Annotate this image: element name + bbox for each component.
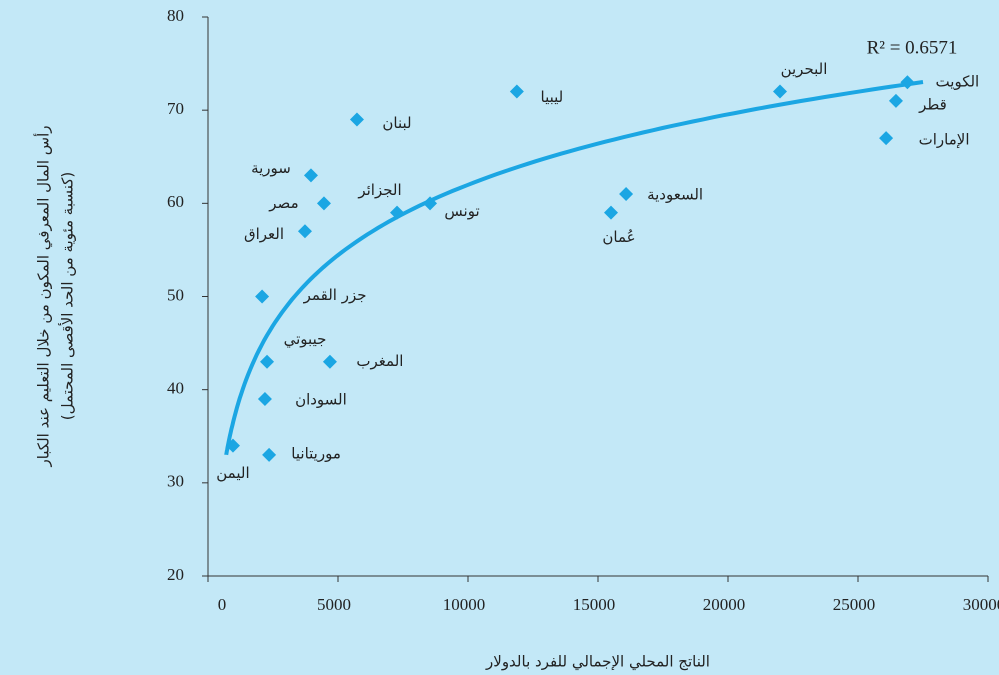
- x-tick-label: 25000: [833, 595, 876, 614]
- point-label: موريتانيا: [291, 444, 341, 462]
- point-label: المغرب: [356, 352, 403, 370]
- y-tick-label: 40: [167, 379, 184, 398]
- x-tick-label: 5000: [317, 595, 351, 614]
- point: [257, 391, 272, 406]
- point: [322, 354, 337, 369]
- point: [604, 205, 618, 220]
- point-label: مصر: [268, 194, 298, 212]
- y-tick-label: 80: [167, 6, 184, 25]
- y-tick-label: 60: [167, 192, 184, 211]
- point-label: السودان: [295, 390, 347, 408]
- x-tick-label: 10000: [443, 595, 486, 614]
- point-label: جيبوتي: [284, 330, 327, 349]
- x-axis-label: الناتج المحلي الإجمالي للفرد بالدولار: [485, 653, 710, 672]
- point-label: الإمارات: [919, 131, 970, 149]
- point: [619, 187, 634, 202]
- point: [879, 131, 894, 146]
- y-tick-label: 20: [167, 565, 184, 584]
- point-label: عُمان: [602, 228, 635, 246]
- x-tick-label: 0: [218, 595, 227, 614]
- point-label: اليمن: [216, 464, 249, 482]
- point: [262, 447, 277, 462]
- point: [297, 224, 312, 239]
- y-tick-label: 50: [167, 285, 184, 304]
- x-tick-label: 20000: [703, 595, 746, 614]
- y-tick-label: 70: [167, 99, 184, 118]
- point-label: البحرين: [781, 60, 828, 78]
- point-label: ليبيا: [541, 88, 564, 106]
- point: [349, 112, 364, 127]
- point: [390, 205, 405, 220]
- x-tick-label: 30000: [963, 595, 999, 614]
- point: [225, 438, 240, 453]
- y-axis-label: (كنسبة مئوية من الحد الأقصى المحتمل): [58, 172, 77, 421]
- point-label: سورية: [251, 159, 291, 177]
- y-axis-label: رأس المال المعرفي المكون من خلال التعليم…: [34, 125, 54, 467]
- point-label: العراق: [244, 225, 284, 243]
- x-tick-label: 15000: [573, 595, 616, 614]
- point: [255, 289, 270, 304]
- point: [773, 84, 787, 99]
- point: [303, 168, 318, 183]
- point: [888, 93, 903, 108]
- point: [260, 354, 275, 369]
- point: [423, 196, 438, 211]
- point-label: السعودية: [647, 186, 703, 204]
- point: [900, 75, 915, 90]
- trendline: [224, 80, 924, 456]
- point-label: الكويت: [936, 73, 980, 91]
- point-label: لبنان: [382, 114, 411, 132]
- point: [509, 84, 524, 99]
- y-tick-label: 30: [167, 472, 184, 491]
- point-label: قطر: [918, 95, 947, 113]
- point-label: الجزائر: [357, 181, 401, 199]
- point-label: جزر القمر: [303, 286, 367, 304]
- point: [316, 196, 331, 211]
- r-squared: R² = 0.6571: [867, 37, 958, 58]
- point-label: تونس: [444, 202, 479, 220]
